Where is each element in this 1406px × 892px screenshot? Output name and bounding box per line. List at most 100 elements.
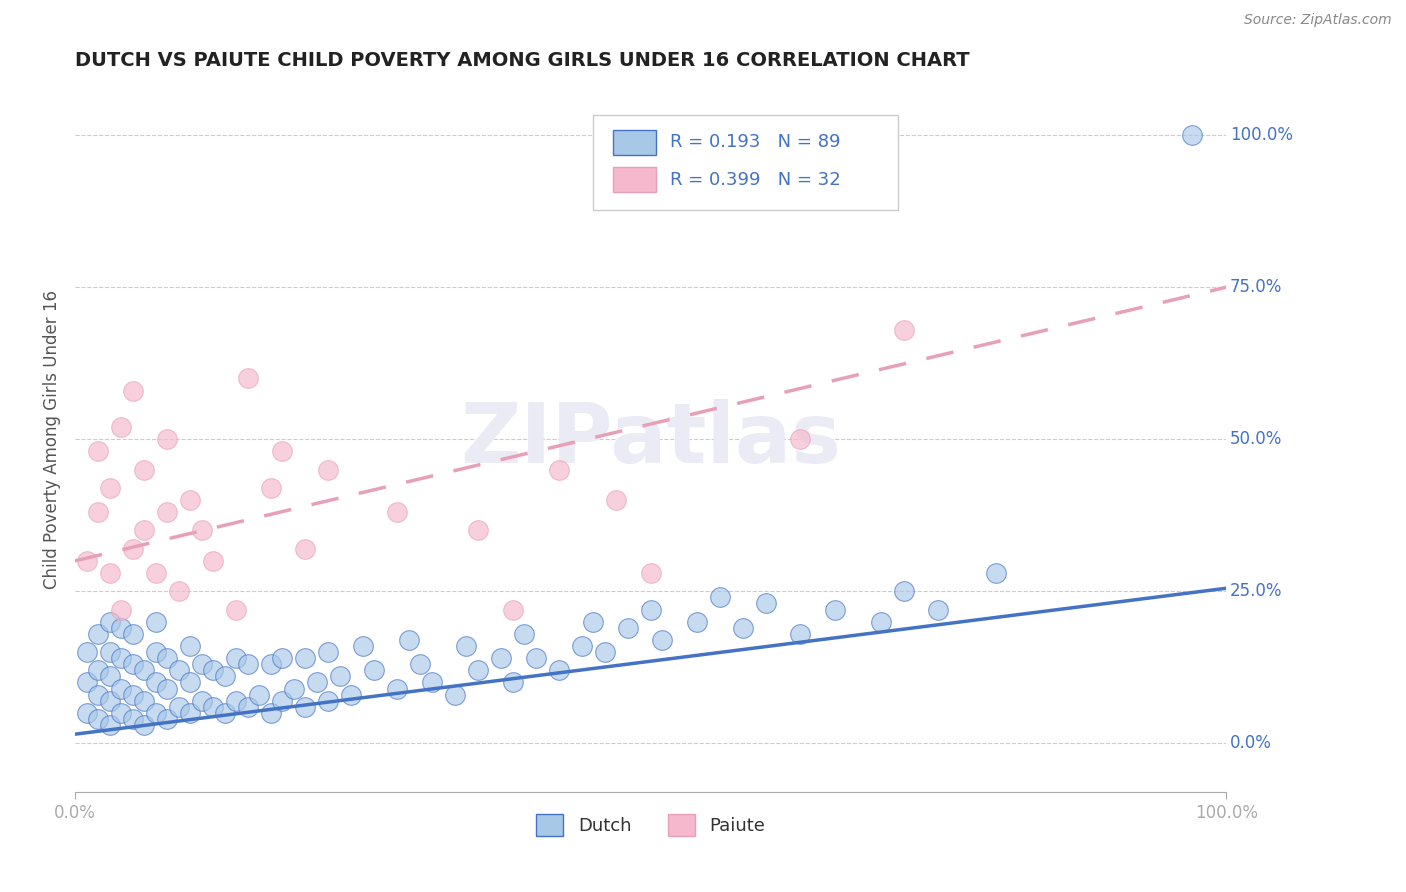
Point — [260, 706, 283, 720]
Point — [156, 681, 179, 696]
Point — [225, 694, 247, 708]
Point — [225, 651, 247, 665]
Point — [87, 663, 110, 677]
Point — [132, 663, 155, 677]
Point — [420, 675, 443, 690]
Point — [121, 384, 143, 398]
FancyBboxPatch shape — [593, 115, 898, 210]
Point — [98, 718, 121, 732]
Point — [524, 651, 547, 665]
Text: 50.0%: 50.0% — [1230, 430, 1282, 449]
Point — [294, 699, 316, 714]
Text: 100.0%: 100.0% — [1230, 126, 1292, 145]
Point — [202, 554, 225, 568]
Point — [110, 621, 132, 635]
Bar — [613, 167, 657, 193]
Point — [87, 712, 110, 726]
Point — [467, 663, 489, 677]
Point — [76, 675, 98, 690]
Point — [167, 584, 190, 599]
Point — [316, 463, 339, 477]
Point — [398, 632, 420, 647]
Point — [731, 621, 754, 635]
Point — [352, 639, 374, 653]
Point — [167, 663, 190, 677]
Point — [98, 669, 121, 683]
Point — [156, 651, 179, 665]
Point — [467, 524, 489, 538]
Point — [121, 657, 143, 672]
Point — [87, 627, 110, 641]
Point — [605, 493, 627, 508]
Point — [98, 645, 121, 659]
Point — [98, 615, 121, 629]
Point — [893, 584, 915, 599]
Point — [547, 463, 569, 477]
Point — [824, 602, 846, 616]
Point — [709, 591, 731, 605]
Text: 25.0%: 25.0% — [1230, 582, 1282, 600]
Point — [98, 566, 121, 580]
Point — [87, 444, 110, 458]
Point — [156, 432, 179, 446]
Point — [260, 657, 283, 672]
Point — [294, 651, 316, 665]
Point — [121, 688, 143, 702]
Text: ZIPatlas: ZIPatlas — [460, 399, 841, 480]
Text: DUTCH VS PAIUTE CHILD POVERTY AMONG GIRLS UNDER 16 CORRELATION CHART: DUTCH VS PAIUTE CHILD POVERTY AMONG GIRL… — [75, 51, 970, 70]
Point — [145, 615, 167, 629]
Point — [236, 699, 259, 714]
Point — [190, 524, 212, 538]
Point — [236, 657, 259, 672]
Point — [616, 621, 638, 635]
Point — [236, 371, 259, 385]
Point — [132, 718, 155, 732]
Point — [190, 694, 212, 708]
Point — [214, 706, 236, 720]
Point — [363, 663, 385, 677]
Point — [640, 566, 662, 580]
Point — [145, 675, 167, 690]
Point — [156, 505, 179, 519]
Point — [98, 694, 121, 708]
Point — [110, 706, 132, 720]
Point — [145, 566, 167, 580]
Point — [132, 524, 155, 538]
Point — [686, 615, 709, 629]
Text: R = 0.399   N = 32: R = 0.399 N = 32 — [671, 170, 841, 188]
Point — [305, 675, 328, 690]
Point — [156, 712, 179, 726]
Bar — [613, 129, 657, 155]
Point — [87, 505, 110, 519]
Point — [893, 323, 915, 337]
Point — [316, 694, 339, 708]
Point — [640, 602, 662, 616]
Point — [1181, 128, 1204, 143]
Point — [547, 663, 569, 677]
Point — [98, 481, 121, 495]
Point — [132, 463, 155, 477]
Point — [927, 602, 949, 616]
Point — [340, 688, 363, 702]
Point — [387, 681, 409, 696]
Point — [502, 602, 524, 616]
Point — [755, 597, 778, 611]
Point — [87, 688, 110, 702]
Point — [76, 645, 98, 659]
Text: Source: ZipAtlas.com: Source: ZipAtlas.com — [1244, 13, 1392, 28]
Point — [387, 505, 409, 519]
Point — [271, 694, 294, 708]
Point — [271, 444, 294, 458]
Point — [132, 694, 155, 708]
Point — [121, 627, 143, 641]
Point — [179, 639, 201, 653]
Point — [247, 688, 270, 702]
Point — [121, 712, 143, 726]
Point — [789, 432, 811, 446]
Point — [225, 602, 247, 616]
Point — [190, 657, 212, 672]
Point — [145, 645, 167, 659]
Point — [179, 493, 201, 508]
Point — [271, 651, 294, 665]
Point — [110, 681, 132, 696]
